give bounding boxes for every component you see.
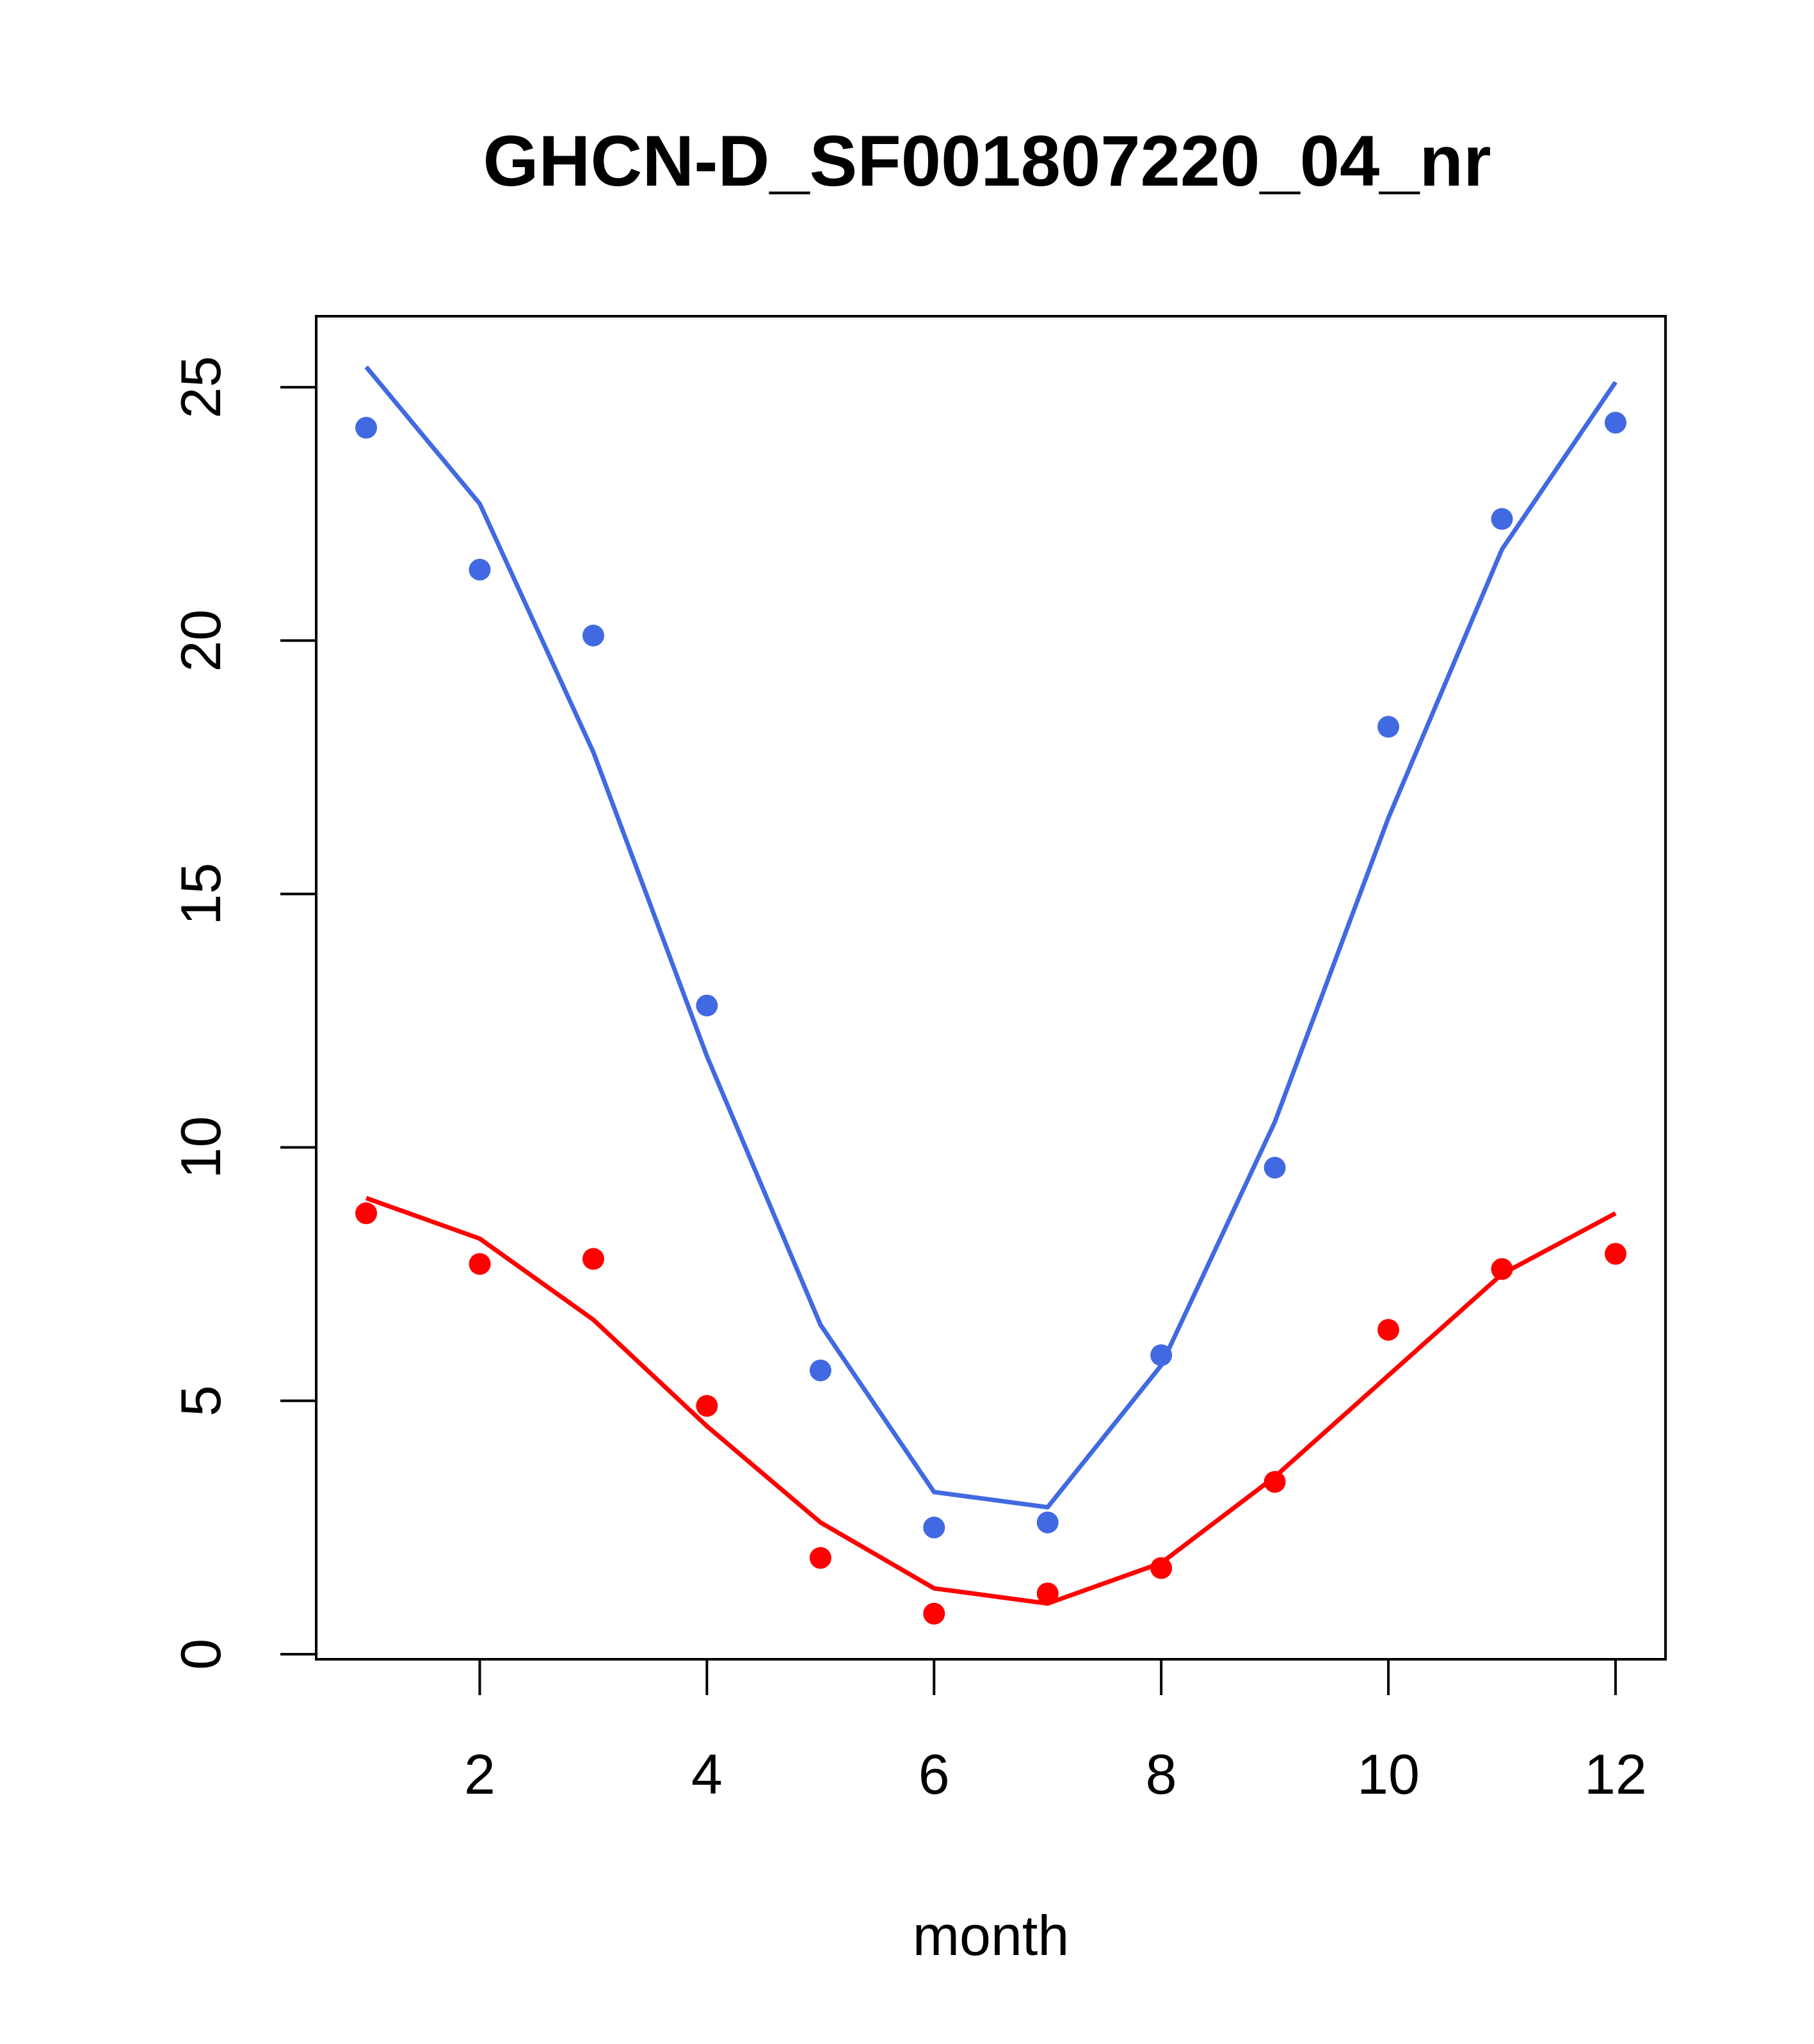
series-2-point bbox=[1264, 1470, 1286, 1493]
series-2-point bbox=[809, 1547, 831, 1569]
x-axis: 2 4 6 8 10 12 bbox=[464, 1658, 1647, 1806]
x-tick-label: 6 bbox=[919, 1742, 950, 1806]
x-tick-label: 8 bbox=[1146, 1742, 1177, 1806]
series-2-point bbox=[1491, 1258, 1513, 1280]
x-axis-label: month bbox=[913, 1904, 1070, 1967]
series-1-point bbox=[1491, 508, 1513, 530]
series-2-point bbox=[1150, 1557, 1173, 1579]
y-tick-label: 20 bbox=[169, 609, 232, 672]
x-tick-label: 12 bbox=[1584, 1742, 1647, 1806]
plot-area bbox=[355, 365, 1626, 1625]
series-2-point bbox=[696, 1395, 718, 1417]
series-1-point bbox=[923, 1517, 945, 1539]
series-2-point bbox=[923, 1602, 945, 1625]
series-2-point bbox=[1036, 1582, 1059, 1605]
series-1-point bbox=[1264, 1157, 1286, 1179]
x-tick-label: 10 bbox=[1357, 1742, 1420, 1806]
series-1-point bbox=[809, 1359, 831, 1381]
series-1-point bbox=[1604, 412, 1626, 434]
series-2-point bbox=[1604, 1243, 1626, 1265]
series-1-point bbox=[1036, 1511, 1059, 1534]
series-1-point bbox=[582, 624, 604, 647]
series-1-point bbox=[1377, 716, 1400, 738]
x-tick-label: 4 bbox=[691, 1742, 723, 1806]
x-tick-label: 2 bbox=[464, 1742, 495, 1806]
series-2-point bbox=[355, 1202, 378, 1225]
y-tick-label: 0 bbox=[169, 1639, 232, 1670]
series-2 bbox=[355, 1196, 1626, 1625]
series-2-fit-line bbox=[365, 1196, 1617, 1606]
y-tick-label: 10 bbox=[169, 1116, 232, 1179]
series-2-point bbox=[582, 1248, 604, 1270]
series-2-point bbox=[469, 1253, 491, 1275]
series-1-point bbox=[355, 417, 378, 439]
series-1-point bbox=[696, 994, 718, 1017]
series-1-point bbox=[469, 558, 491, 581]
y-tick-label: 15 bbox=[169, 863, 232, 926]
series-1-fit-line bbox=[364, 365, 1617, 1509]
y-axis: 0 5 10 15 20 25 bbox=[169, 356, 317, 1670]
series-1-point bbox=[1150, 1344, 1173, 1366]
series-2-point bbox=[1377, 1319, 1400, 1341]
chart-title: GHCN-D_SF001807220_04_nr bbox=[483, 121, 1491, 201]
series-1 bbox=[355, 365, 1626, 1539]
y-tick-label: 25 bbox=[169, 356, 232, 419]
y-tick-label: 5 bbox=[169, 1385, 232, 1417]
